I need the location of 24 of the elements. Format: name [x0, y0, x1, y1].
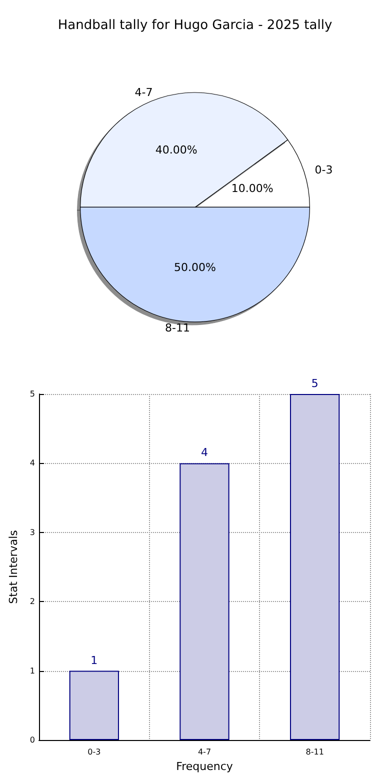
- data-label: 10.00%: [231, 182, 274, 196]
- y-tick-label: 1: [30, 666, 35, 676]
- bar: [69, 670, 119, 740]
- data-label: 4: [200, 446, 208, 460]
- bar: [290, 394, 340, 740]
- x-axis-title: Frequency: [176, 760, 234, 773]
- data-label: 50.00%: [174, 261, 216, 274]
- slice-label: 0-3: [314, 163, 333, 176]
- y-tick-label: 2: [30, 597, 35, 606]
- data-label: 40.00%: [155, 143, 198, 156]
- y-tick-label: 0: [30, 736, 35, 744]
- slice-label: 8-11: [165, 321, 190, 334]
- x-tick-label: 8-11: [306, 748, 324, 756]
- y-tick-label: 5: [30, 390, 35, 398]
- y-axis-title: Stat Intervals: [7, 530, 20, 604]
- bar: [180, 463, 230, 740]
- y-tick-label: 3: [30, 528, 35, 537]
- data-label: 5: [311, 377, 318, 390]
- data-label: 1: [90, 654, 98, 667]
- chart-title: Handball tally for Hugo Garcia - 2025 tally: [58, 18, 332, 33]
- slice-label: 4-7: [134, 86, 153, 99]
- y-tick-label: 4: [30, 458, 35, 468]
- x-tick-label: 4-7: [198, 748, 212, 756]
- x-tick-label: 0-3: [88, 748, 101, 756]
